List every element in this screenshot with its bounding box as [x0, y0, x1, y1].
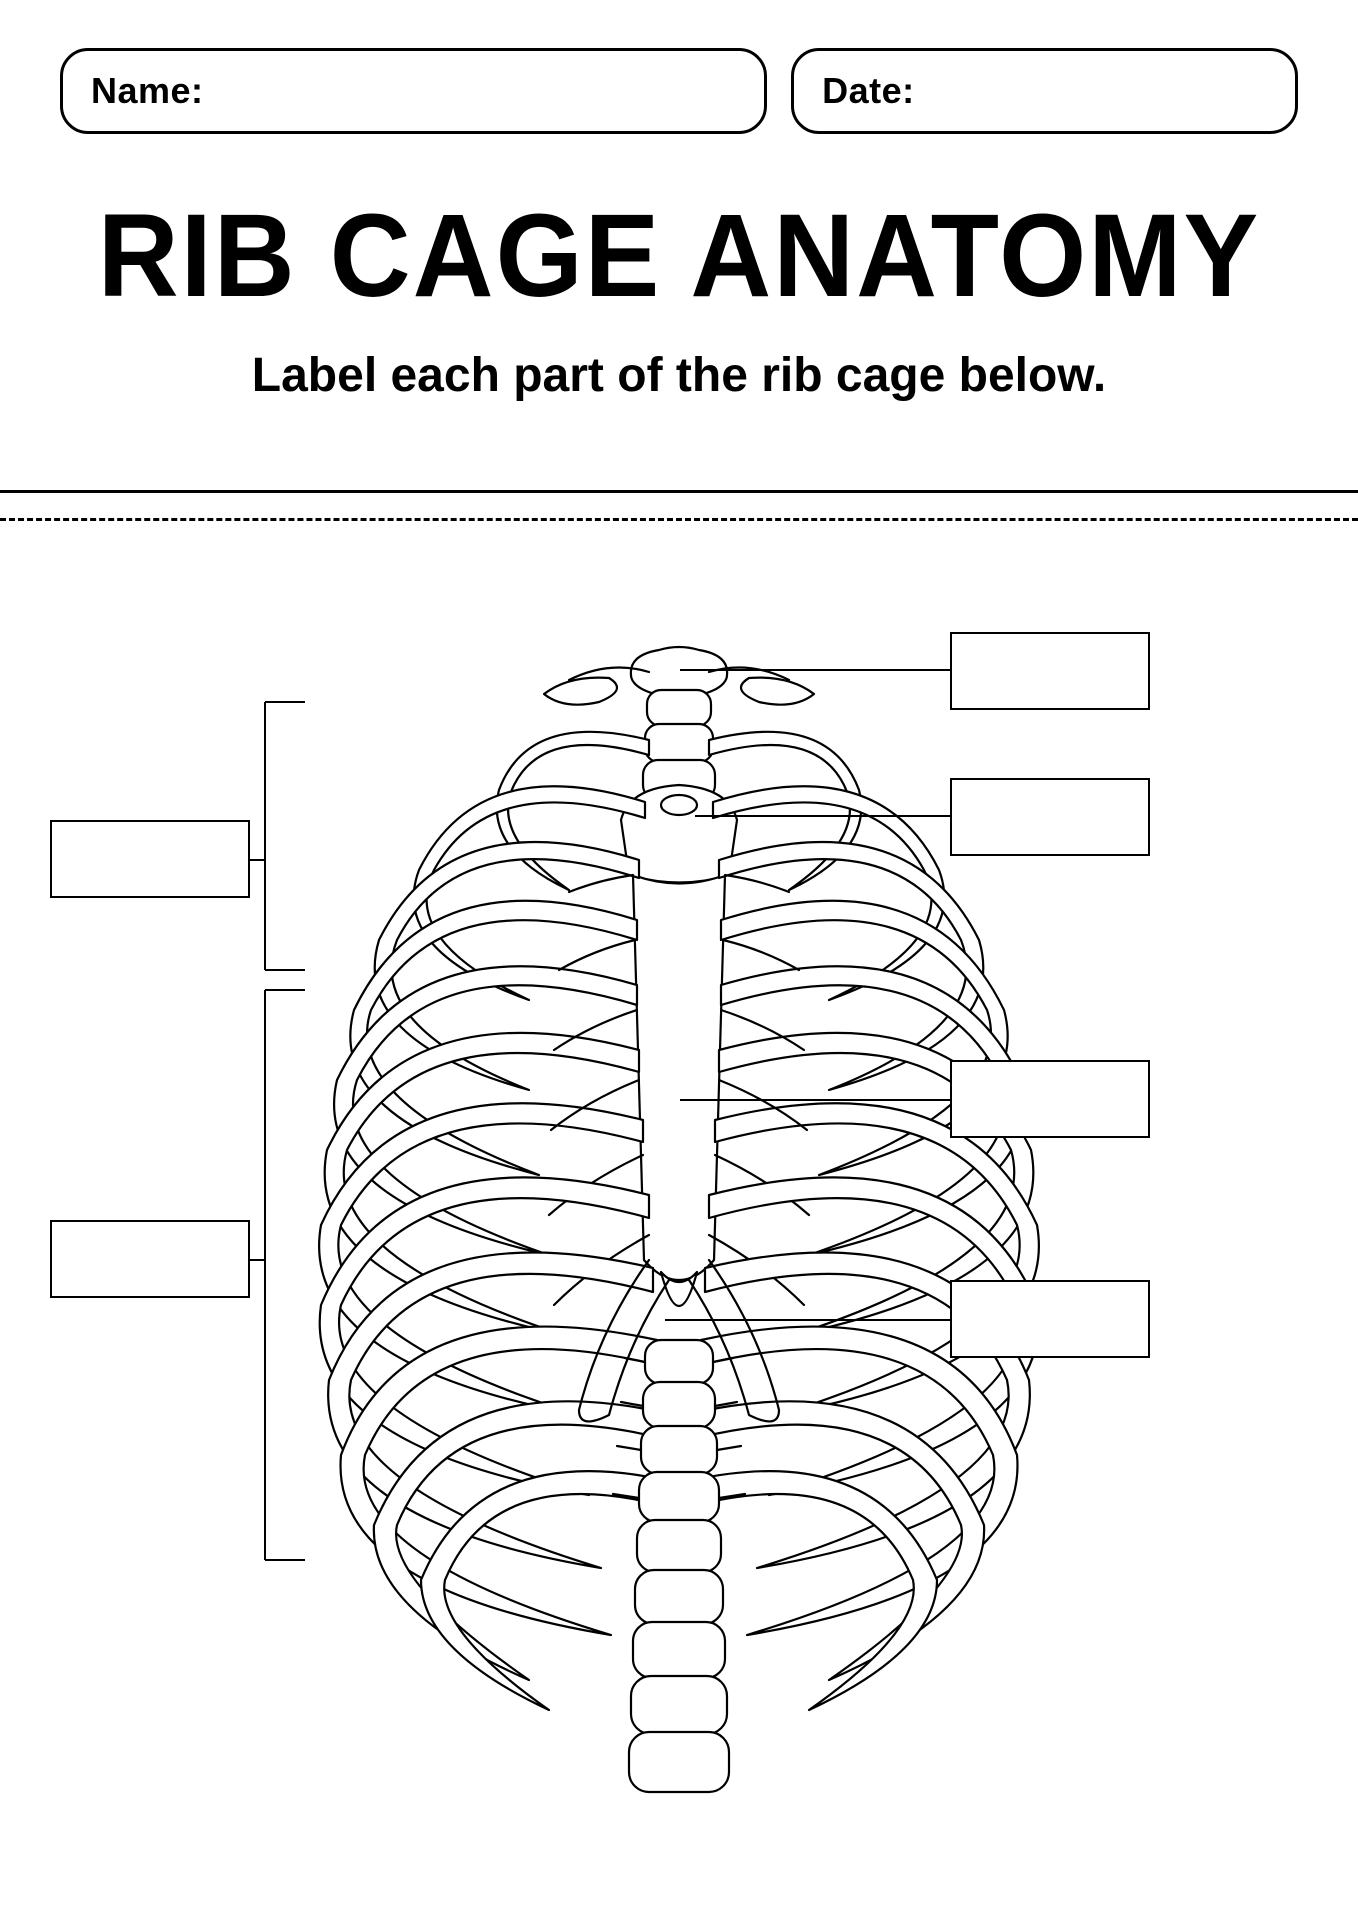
header-row: Name: Date:: [60, 48, 1298, 134]
name-field[interactable]: Name:: [60, 48, 767, 134]
leader-lines: [0, 560, 1358, 1860]
label-box-right-3[interactable]: [950, 1060, 1150, 1138]
label-box-right-1[interactable]: [950, 632, 1150, 710]
date-label: Date:: [822, 70, 915, 112]
label-box-right-4[interactable]: [950, 1280, 1150, 1358]
divider-solid: [0, 490, 1358, 493]
name-label: Name:: [91, 70, 204, 112]
label-box-left-2[interactable]: [50, 1220, 250, 1298]
label-box-left-1[interactable]: [50, 820, 250, 898]
diagram-area: [0, 560, 1358, 1860]
divider-dashed: [0, 518, 1358, 521]
page-subtitle: Label each part of the rib cage below.: [60, 348, 1298, 403]
label-box-right-2[interactable]: [950, 778, 1150, 856]
date-field[interactable]: Date:: [791, 48, 1298, 134]
page-title: RIB CAGE ANATOMY: [60, 197, 1298, 315]
